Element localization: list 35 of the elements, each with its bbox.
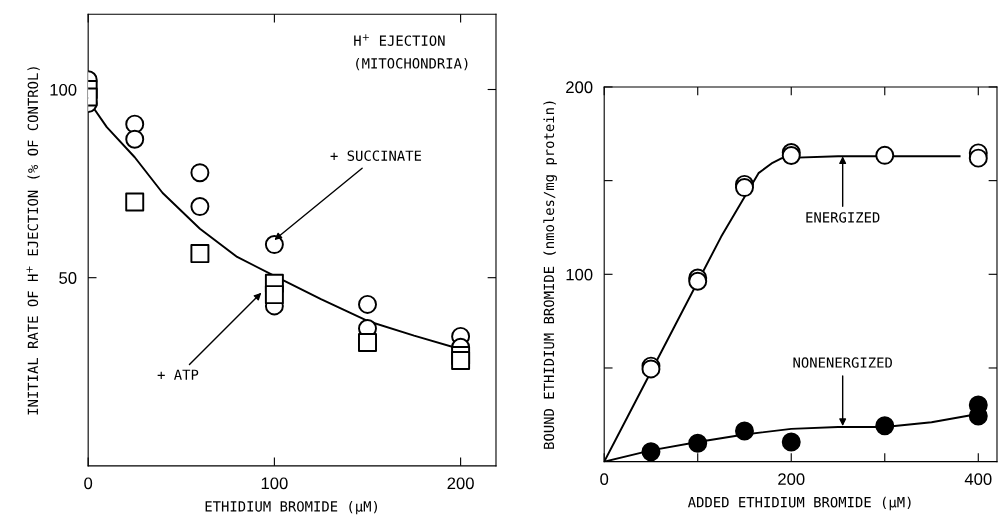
x-tick-label: 100 — [261, 477, 288, 490]
x-tick-label: 0 — [600, 473, 609, 486]
point — [125, 192, 145, 212]
point — [358, 294, 377, 314]
annotation: (MITOCHONDRIA) — [356, 57, 468, 71]
x-axis-title: ADDED ETHIDIUM BROMIDE (µM) — [687, 496, 911, 511]
point — [125, 129, 145, 149]
point — [190, 197, 210, 217]
point — [968, 148, 988, 168]
x-tick-label: 0 — [84, 477, 93, 490]
point — [688, 433, 708, 453]
y-axis-title: INITIAL RATE OF H$^{+}$ EJECTION (% OF CONTROL) — [26, 67, 40, 415]
x-tick-label: 200 — [447, 477, 474, 490]
x-tick-label: 200 — [778, 473, 805, 486]
point — [358, 332, 377, 352]
point — [190, 163, 210, 183]
y-tick-label: 50 — [59, 272, 77, 284]
annotation: + ATP — [157, 369, 199, 380]
annotation: + SUCCINATE — [330, 150, 422, 161]
annotation: H$^{+}$ EJECTION — [354, 34, 445, 46]
point — [264, 285, 284, 305]
point — [735, 178, 754, 198]
point — [875, 145, 895, 165]
x-tick-label: 400 — [964, 473, 992, 486]
point — [190, 244, 210, 264]
y-axis-title: BOUND ETHIDIUM BROMIDE (nmoles/mg protein) — [543, 101, 557, 449]
annotation: ENERGIZED — [806, 212, 880, 223]
point — [875, 416, 895, 436]
point — [781, 432, 801, 452]
point — [735, 421, 754, 441]
annotation: NONENERGIZED — [793, 357, 892, 368]
point — [451, 351, 471, 370]
x-axis-title: ETHIDIUM BROMIDE (µM) — [205, 500, 377, 515]
point — [641, 442, 661, 462]
point — [264, 235, 284, 255]
